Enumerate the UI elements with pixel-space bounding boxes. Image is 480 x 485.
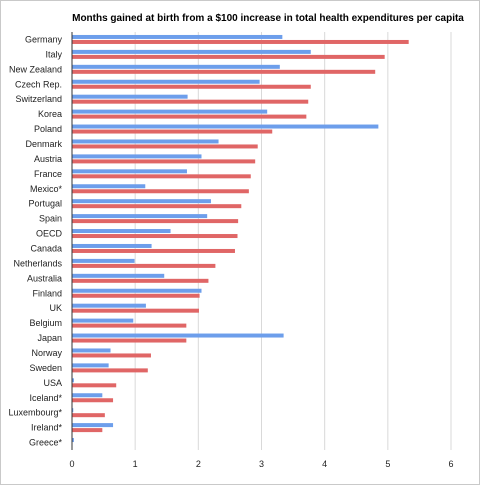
bar-series-2 [72, 189, 249, 194]
category-label: Finland [32, 288, 62, 298]
category-label: Korea [38, 109, 62, 119]
bar-series-1 [72, 408, 74, 413]
bar-series-2 [72, 234, 238, 239]
category-label: USA [43, 378, 62, 388]
bar-series-1 [72, 109, 268, 114]
category-label: Canada [30, 243, 62, 253]
bar-series-1 [72, 199, 211, 204]
x-tick-label: 6 [448, 459, 453, 469]
category-label: Australia [27, 273, 62, 283]
category-label: OECD [36, 229, 63, 239]
bar-series-1 [72, 229, 171, 234]
bar-series-2 [72, 114, 307, 119]
bar-series-1 [72, 393, 103, 398]
bar-series-2 [72, 368, 148, 373]
bars [72, 34, 409, 443]
category-label: Austria [34, 154, 62, 164]
bar-series-1 [72, 184, 146, 189]
category-label: Denmark [25, 139, 62, 149]
bar-series-1 [72, 318, 134, 323]
category-label: Sweden [29, 363, 62, 373]
category-label: UK [49, 303, 62, 313]
bar-series-2 [72, 428, 103, 433]
category-label: France [34, 169, 62, 179]
category-label: Switzerland [15, 94, 62, 104]
bar-series-2 [72, 293, 200, 298]
bar-series-1 [72, 288, 202, 293]
bar-series-2 [72, 219, 239, 224]
bar-series-1 [72, 214, 208, 219]
bar-series-1 [72, 378, 74, 383]
bar-series-2 [72, 383, 117, 388]
bar-series-1 [72, 154, 202, 159]
bar-series-2 [72, 338, 187, 343]
category-label: Netherlands [13, 258, 62, 268]
bar-series-1 [72, 303, 146, 308]
category-label: Iceland* [29, 393, 62, 403]
bar-series-1 [72, 49, 311, 54]
bar-series-1 [72, 438, 74, 443]
bar-series-2 [72, 84, 311, 89]
bar-series-1 [72, 64, 280, 69]
category-label: Italy [45, 49, 62, 59]
bar-series-1 [72, 139, 219, 144]
x-tick-label: 2 [196, 459, 201, 469]
bar-series-2 [72, 174, 251, 179]
bar-series-1 [72, 94, 188, 99]
x-tick-label: 5 [385, 459, 390, 469]
bar-series-1 [72, 423, 114, 428]
bar-series-2 [72, 353, 151, 358]
category-label: Czech Rep. [15, 79, 62, 89]
bar-series-2 [72, 278, 209, 283]
category-labels: Germany Italy New Zealand Czech Rep. Switzer… [8, 34, 62, 447]
chart-title: Months gained at birth from a $100 incre… [72, 13, 464, 24]
x-tick-labels: 0 1 2 3 4 5 6 [69, 459, 453, 469]
bar-series-1 [72, 348, 111, 353]
bar-series-1 [72, 34, 283, 39]
category-label: Germany [25, 34, 63, 44]
bar-series-2 [72, 69, 376, 74]
bar-series-2 [72, 323, 187, 328]
bar-series-2 [72, 263, 216, 268]
bar-series-2 [72, 308, 199, 313]
category-label: Poland [34, 124, 62, 134]
bar-series-1 [72, 79, 260, 84]
category-label: Portugal [28, 199, 62, 209]
bar-series-2 [72, 248, 235, 253]
x-tick-label: 1 [133, 459, 138, 469]
bar-series-2 [72, 54, 385, 59]
category-label: Ireland* [31, 423, 63, 433]
bar-series-1 [72, 124, 379, 129]
bar-series-1 [72, 333, 284, 338]
bar-series-2 [72, 129, 273, 134]
category-label: Spain [39, 214, 62, 224]
category-label: Greece* [29, 438, 63, 448]
bar-series-1 [72, 169, 187, 174]
bar-series-2 [72, 159, 256, 164]
bar-series-1 [72, 258, 135, 263]
bar-series-1 [72, 363, 109, 368]
bar-series-1 [72, 243, 152, 248]
bar-series-2 [72, 99, 309, 104]
bar-series-2 [72, 398, 114, 403]
x-tick-label: 0 [69, 459, 74, 469]
category-label: Belgium [29, 318, 62, 328]
category-label: New Zealand [9, 64, 62, 74]
x-tick-label: 4 [322, 459, 327, 469]
category-label: Mexico* [30, 184, 63, 194]
bar-series-2 [72, 204, 242, 209]
category-label: Norway [31, 348, 62, 358]
bar-series-2 [72, 144, 258, 149]
category-label: Luxembourg* [8, 408, 62, 418]
bar-series-2 [72, 39, 409, 44]
bar-series-2 [72, 413, 105, 418]
x-tick-label: 3 [259, 459, 264, 469]
bar-series-1 [72, 273, 165, 278]
category-label: Japan [37, 333, 62, 343]
